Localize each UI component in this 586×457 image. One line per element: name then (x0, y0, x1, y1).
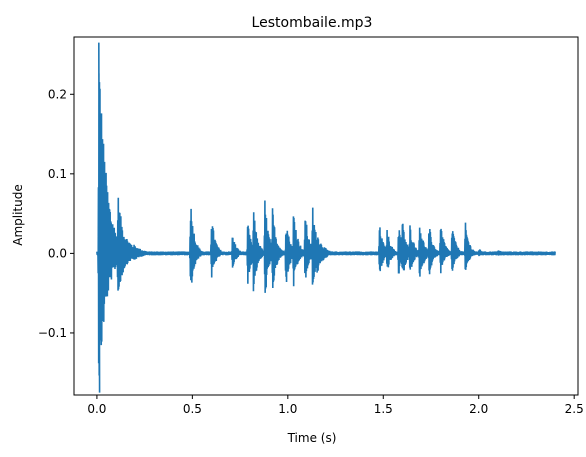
x-tick-label: 2.0 (469, 402, 488, 416)
x-tick-label: 2.5 (565, 402, 584, 416)
y-axis: −0.1 0.0 0.1 0.2 (38, 87, 74, 340)
plot-area (73, 36, 579, 396)
x-tick-label: 1.5 (374, 402, 393, 416)
y-tick-label: −0.1 (38, 326, 67, 340)
y-tick-label: 0.2 (48, 87, 67, 101)
plot-frame (73, 36, 579, 396)
x-tick-label: 1.0 (278, 402, 297, 416)
y-tick-label: 0.1 (48, 167, 67, 181)
x-axis: 0.0 0.5 1.0 1.5 2.0 2.5 (87, 395, 584, 416)
x-tick-label: 0.5 (183, 402, 202, 416)
x-axis-label: Time (s) (287, 431, 337, 445)
x-tick-label: 0.0 (87, 402, 106, 416)
waveform-line (96, 42, 556, 393)
chart-title: Lestombaile.mp3 (252, 15, 373, 31)
y-tick-label: 0.0 (48, 246, 67, 260)
y-axis-label: Amplitude (11, 184, 25, 246)
